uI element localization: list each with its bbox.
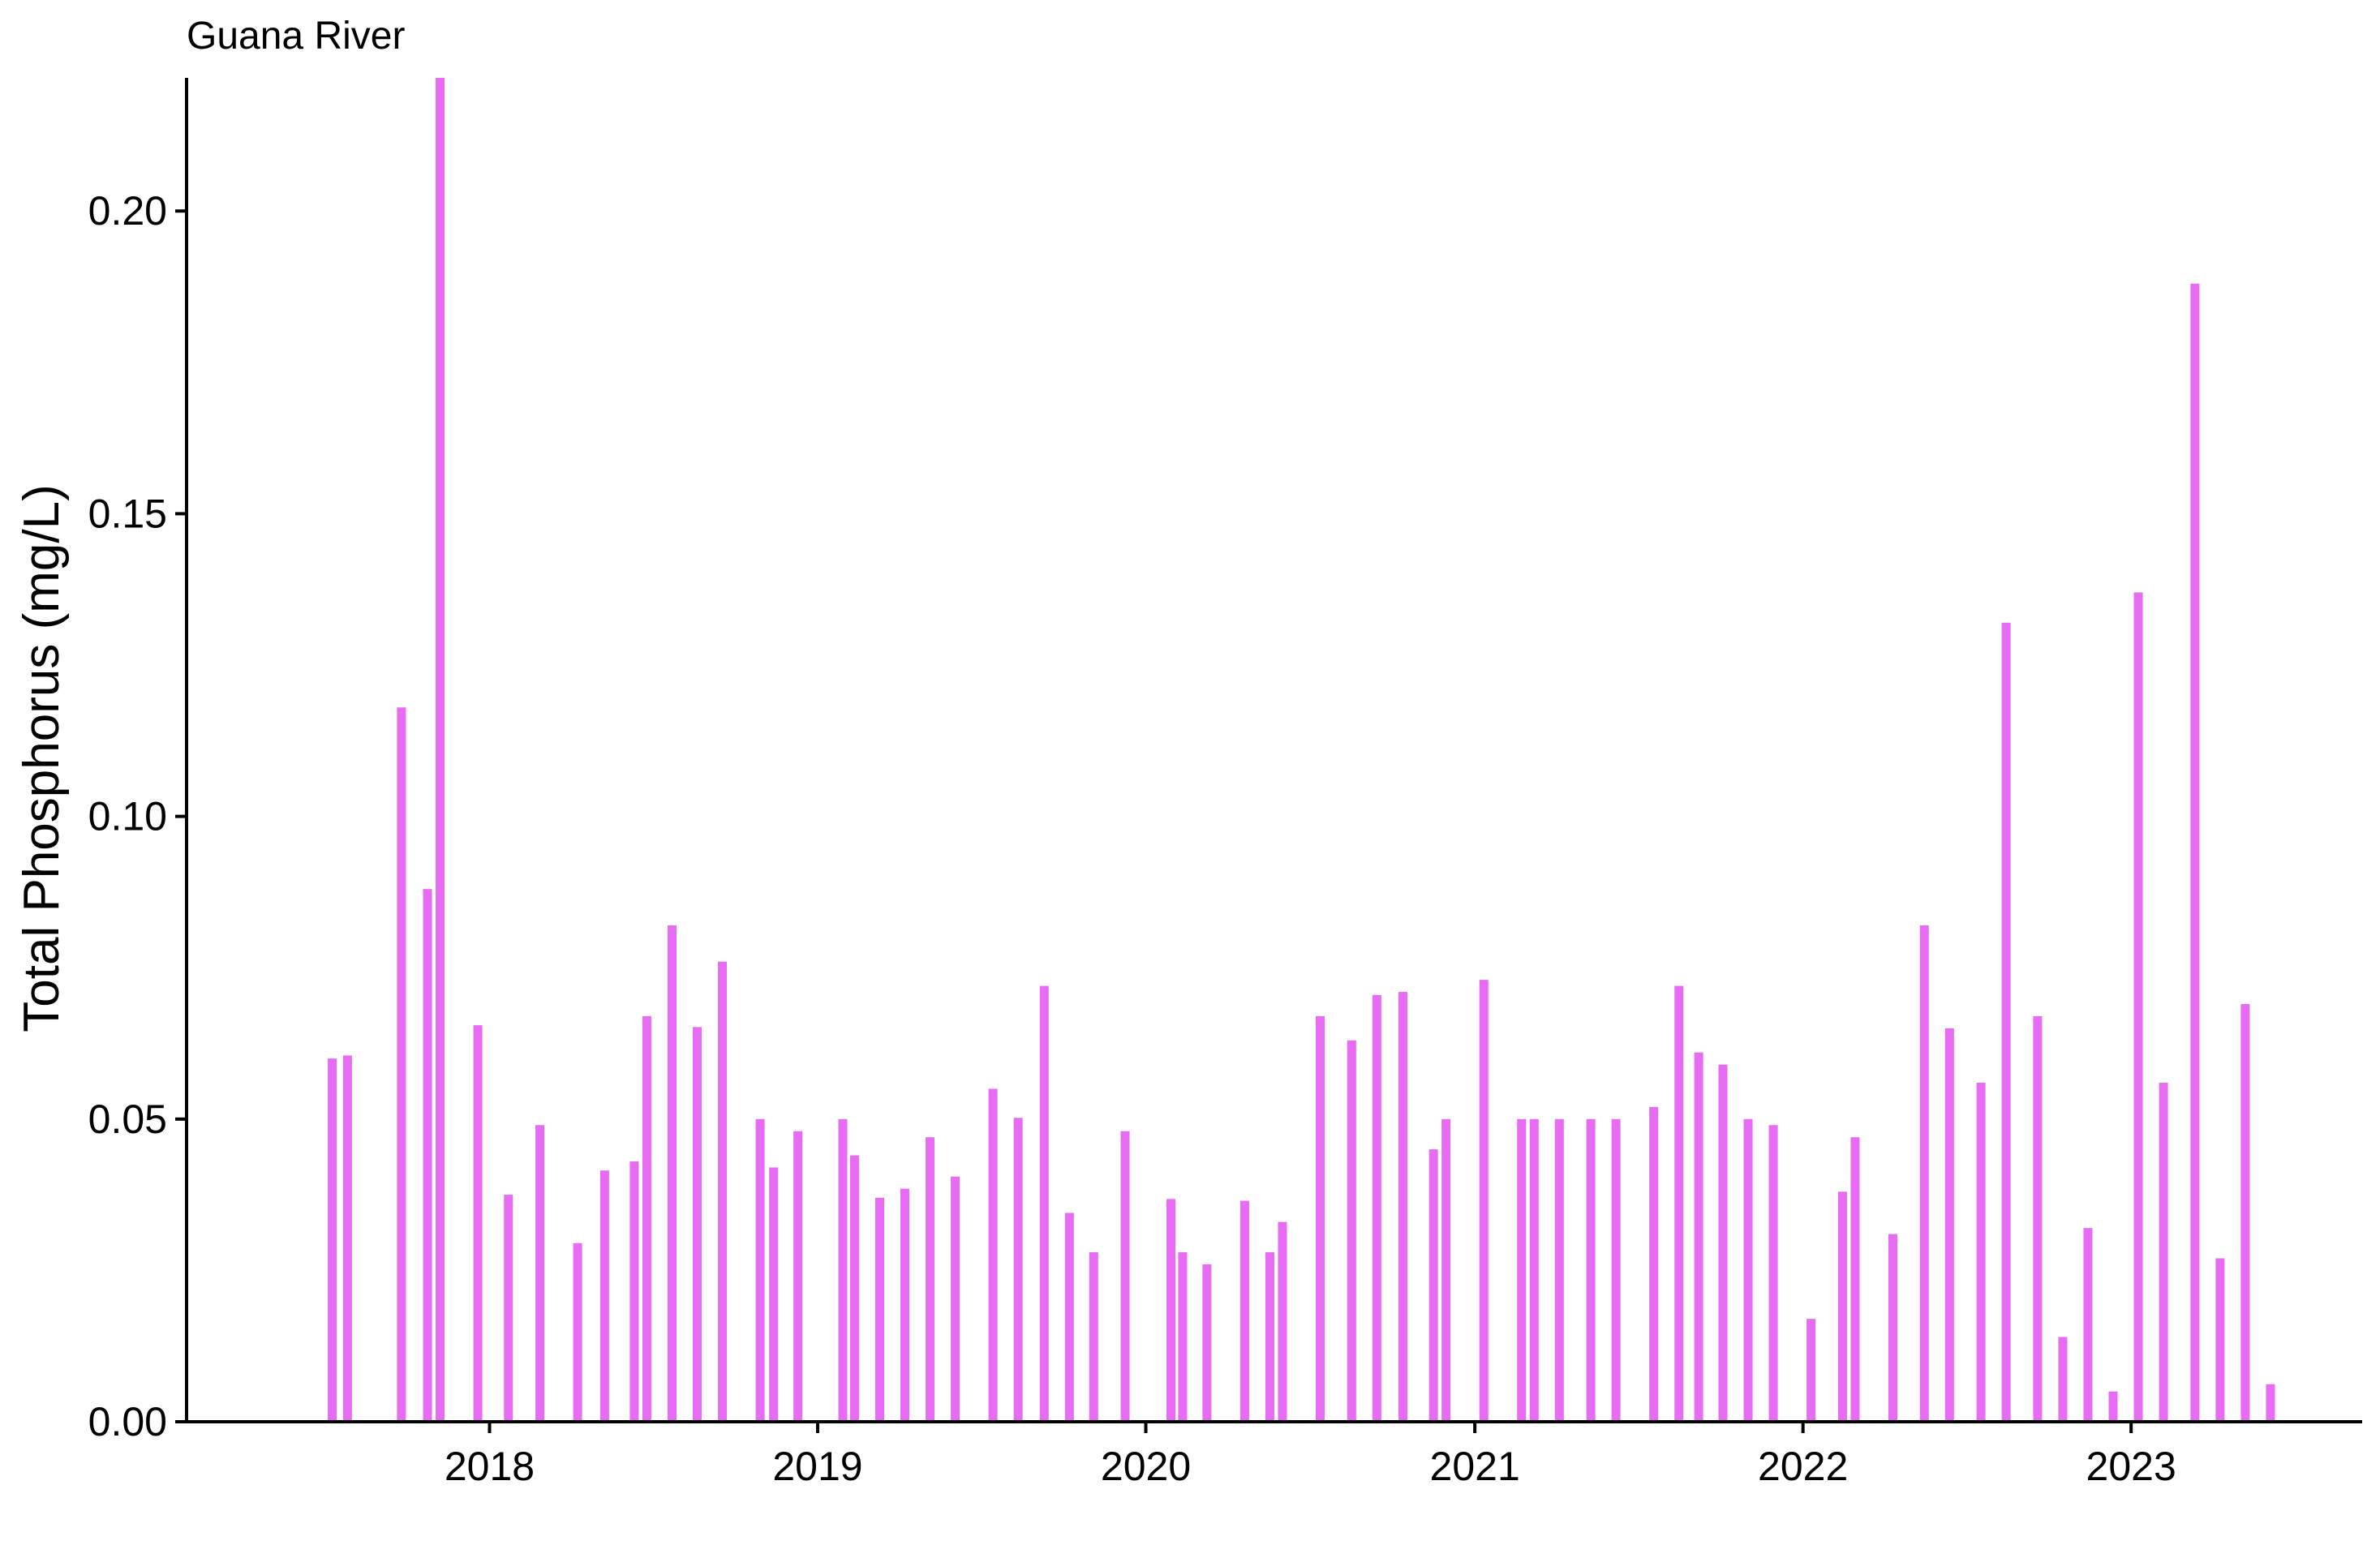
bar (718, 961, 728, 1422)
bar (1398, 992, 1407, 1422)
bar (1976, 1083, 1986, 1422)
bar (1202, 1264, 1212, 1422)
bar (1837, 1191, 1847, 1422)
bar (599, 1170, 609, 1422)
bar (2190, 283, 2200, 1422)
bar (1347, 1040, 1356, 1422)
bar (2240, 1003, 2250, 1422)
x-tick-label: 2020 (1101, 1444, 1191, 1489)
bar (1120, 1131, 1130, 1422)
x-tick-label: 2022 (1758, 1444, 1848, 1489)
y-tick-label: 0.20 (88, 188, 167, 234)
bar (1768, 1125, 1778, 1422)
bar (2083, 1228, 2093, 1422)
bar (1806, 1319, 1816, 1422)
bar-series (328, 78, 2275, 1422)
bar (1278, 1221, 1287, 1422)
bar (2266, 1384, 2275, 1422)
bar (328, 1058, 337, 1422)
bar (1441, 1118, 1451, 1422)
bar (874, 1197, 884, 1422)
bar (1649, 1106, 1659, 1422)
bar (1089, 1252, 1098, 1422)
bar (1316, 1015, 1325, 1422)
bar (988, 1088, 998, 1422)
bar (692, 1027, 702, 1422)
bar (504, 1195, 513, 1422)
x-tick-label: 2023 (2086, 1444, 2176, 1489)
bar (667, 925, 677, 1422)
bar (342, 1055, 352, 1422)
bar (1944, 1028, 1954, 1422)
bar (793, 1131, 803, 1422)
y-axis-ticks: 0.00 0.05 0.10 0.15 0.20 (88, 188, 187, 1444)
bar (849, 1155, 859, 1422)
bar (1718, 1064, 1728, 1422)
bar (1064, 1212, 1074, 1422)
bar (1554, 1118, 1564, 1422)
bar (1178, 1252, 1188, 1422)
bar (1039, 985, 1049, 1422)
bar (1517, 1118, 1527, 1422)
bar (1529, 1118, 1539, 1422)
y-tick-label: 0.15 (88, 491, 167, 536)
bar (1166, 1199, 1176, 1422)
bar (2159, 1083, 2168, 1422)
bar (535, 1125, 545, 1422)
bar (1265, 1252, 1274, 1422)
y-tick-label: 0.10 (88, 794, 167, 839)
bar (2001, 622, 2011, 1422)
x-tick-label: 2021 (1430, 1444, 1520, 1489)
bar (1694, 1052, 1703, 1422)
bar (642, 1015, 651, 1422)
bar (926, 1137, 935, 1422)
bar (2058, 1337, 2068, 1422)
bar (2133, 592, 2143, 1422)
chart-title: Guana River (187, 15, 405, 58)
x-axis-ticks: 2018 2019 2020 2021 2022 2023 (445, 1422, 2176, 1489)
bar (769, 1167, 779, 1422)
bar (436, 78, 445, 1422)
bar (1239, 1200, 1249, 1422)
bar (1850, 1137, 1860, 1422)
bar (573, 1243, 582, 1422)
bar (473, 1025, 483, 1422)
x-tick-label: 2019 (772, 1444, 862, 1489)
bar (1743, 1118, 1753, 1422)
bar (1919, 925, 1929, 1422)
bar (951, 1176, 960, 1422)
bar (755, 1118, 765, 1422)
bar (1888, 1234, 1897, 1422)
bar (1013, 1118, 1023, 1422)
bar (397, 707, 406, 1422)
bar (1479, 980, 1489, 1422)
bar (1611, 1118, 1621, 1422)
bar (1674, 985, 1684, 1422)
bar (1372, 994, 1381, 1422)
bar (900, 1188, 909, 1422)
y-tick-label: 0.00 (88, 1399, 167, 1444)
bar (2033, 1015, 2043, 1422)
bar (423, 889, 432, 1422)
bar (1586, 1118, 1596, 1422)
y-axis-title: Total Phosphorus (mg/L) (14, 484, 70, 1032)
bar (2108, 1391, 2118, 1422)
x-tick-label: 2018 (445, 1444, 535, 1489)
bar (629, 1161, 639, 1422)
bar (2215, 1258, 2225, 1422)
y-tick-label: 0.05 (88, 1097, 167, 1142)
bar (838, 1118, 848, 1422)
bar (1428, 1149, 1438, 1422)
